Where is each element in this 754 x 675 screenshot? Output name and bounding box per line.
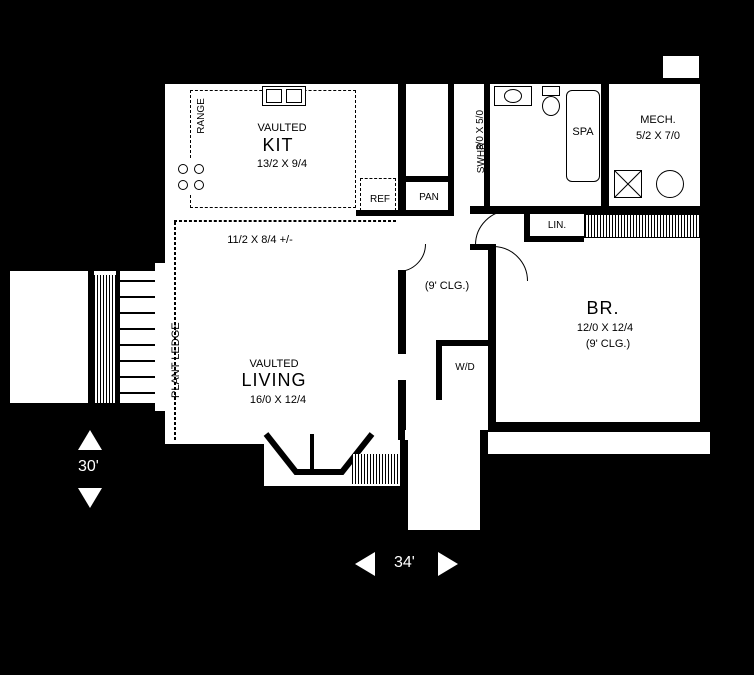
mech-pop-l (655, 48, 663, 78)
deck-border-b (10, 403, 155, 411)
wd-label: W/D (448, 362, 482, 374)
hall-clg: (9' CLG.) (412, 280, 482, 293)
stair-fill (94, 275, 116, 403)
ext-wall-bottom-right (488, 422, 710, 432)
ext-wall-right (700, 213, 710, 432)
int-wall-vert1 (398, 74, 406, 216)
depth-arrow-up (78, 430, 102, 450)
toilet-tank (542, 86, 560, 96)
kitchen-sink-b1 (266, 89, 282, 103)
kitchen-vaulted: VAULTED (242, 122, 322, 135)
mech-wh (656, 170, 684, 198)
spa-label: SPA (566, 126, 600, 139)
lin-wall-b (524, 236, 584, 242)
burner2 (194, 164, 204, 174)
mech-x1 (614, 170, 642, 198)
stair-rail-inner (116, 267, 120, 407)
floor-plan-stage: VAULTED KIT 13/2 X 9/4 RANGE REF 11/2 X … (0, 0, 754, 675)
depth-label: 30' (78, 458, 99, 476)
tread (120, 376, 155, 378)
shower-label: SWHR (476, 138, 488, 178)
int-wall-vert1b (398, 270, 406, 354)
int-wall-spa-mech (601, 74, 609, 214)
depth-arrow-down (78, 488, 102, 508)
width-arrow-right (438, 552, 458, 576)
living-label: LIVING (224, 370, 324, 392)
burner3 (178, 180, 188, 190)
mech-dim: 5/2 X 7/0 (622, 130, 694, 143)
ext-below-br-b (400, 530, 488, 538)
kitchen-sink-b2 (286, 89, 302, 103)
wd-wall-l (436, 340, 442, 400)
ext-wall-left-upper (155, 74, 165, 263)
wd-wall-t (436, 340, 494, 346)
burner4 (194, 180, 204, 190)
plant-ledge-label: PLANT LEDGE (170, 300, 183, 420)
deck-border (10, 263, 155, 271)
bedroom-clg: (9' CLG.) (568, 338, 648, 351)
ext-below-br (405, 430, 487, 538)
tread (120, 280, 155, 282)
lin-shelf (584, 214, 700, 238)
burner1 (178, 164, 188, 174)
left-deck (10, 267, 155, 407)
tread (120, 392, 155, 394)
mech-pop-r (699, 48, 707, 78)
ext-wall-mech-right (700, 74, 710, 219)
range-label: RANGE (196, 92, 208, 140)
ref-wall-b (356, 210, 400, 216)
tread (120, 312, 155, 314)
kitchen-bar (174, 220, 396, 222)
ext-below-br-l (400, 440, 408, 538)
living-dim: 16/0 X 12/4 (238, 394, 318, 407)
tread (120, 328, 155, 330)
ext-below-br-r (480, 430, 488, 538)
mech-label: MECH. (628, 114, 688, 127)
bedroom-dim: 12/0 X 12/4 (560, 322, 650, 335)
bedroom-label: BR. (578, 298, 628, 320)
tread (120, 360, 155, 362)
ref-label: REF (366, 194, 394, 206)
pan-wall-top (398, 176, 454, 182)
open-area: 11/2 X 8/4 +/- (200, 234, 320, 247)
lin-label: LIN. (540, 220, 574, 232)
pan-label: PAN (412, 192, 446, 204)
kitchen-label: KIT (248, 135, 308, 157)
tread (120, 344, 155, 346)
width-arrow-left (355, 552, 375, 576)
tread (120, 296, 155, 298)
pan-wall-bot (398, 210, 454, 216)
toilet-bowl (542, 96, 560, 116)
int-wall-shower (448, 74, 454, 214)
width-label: 34' (394, 554, 415, 572)
kitchen-dim: 13/2 X 9/4 (242, 158, 322, 171)
entry-hatch (352, 454, 400, 484)
bath-sink-bowl (504, 89, 522, 103)
